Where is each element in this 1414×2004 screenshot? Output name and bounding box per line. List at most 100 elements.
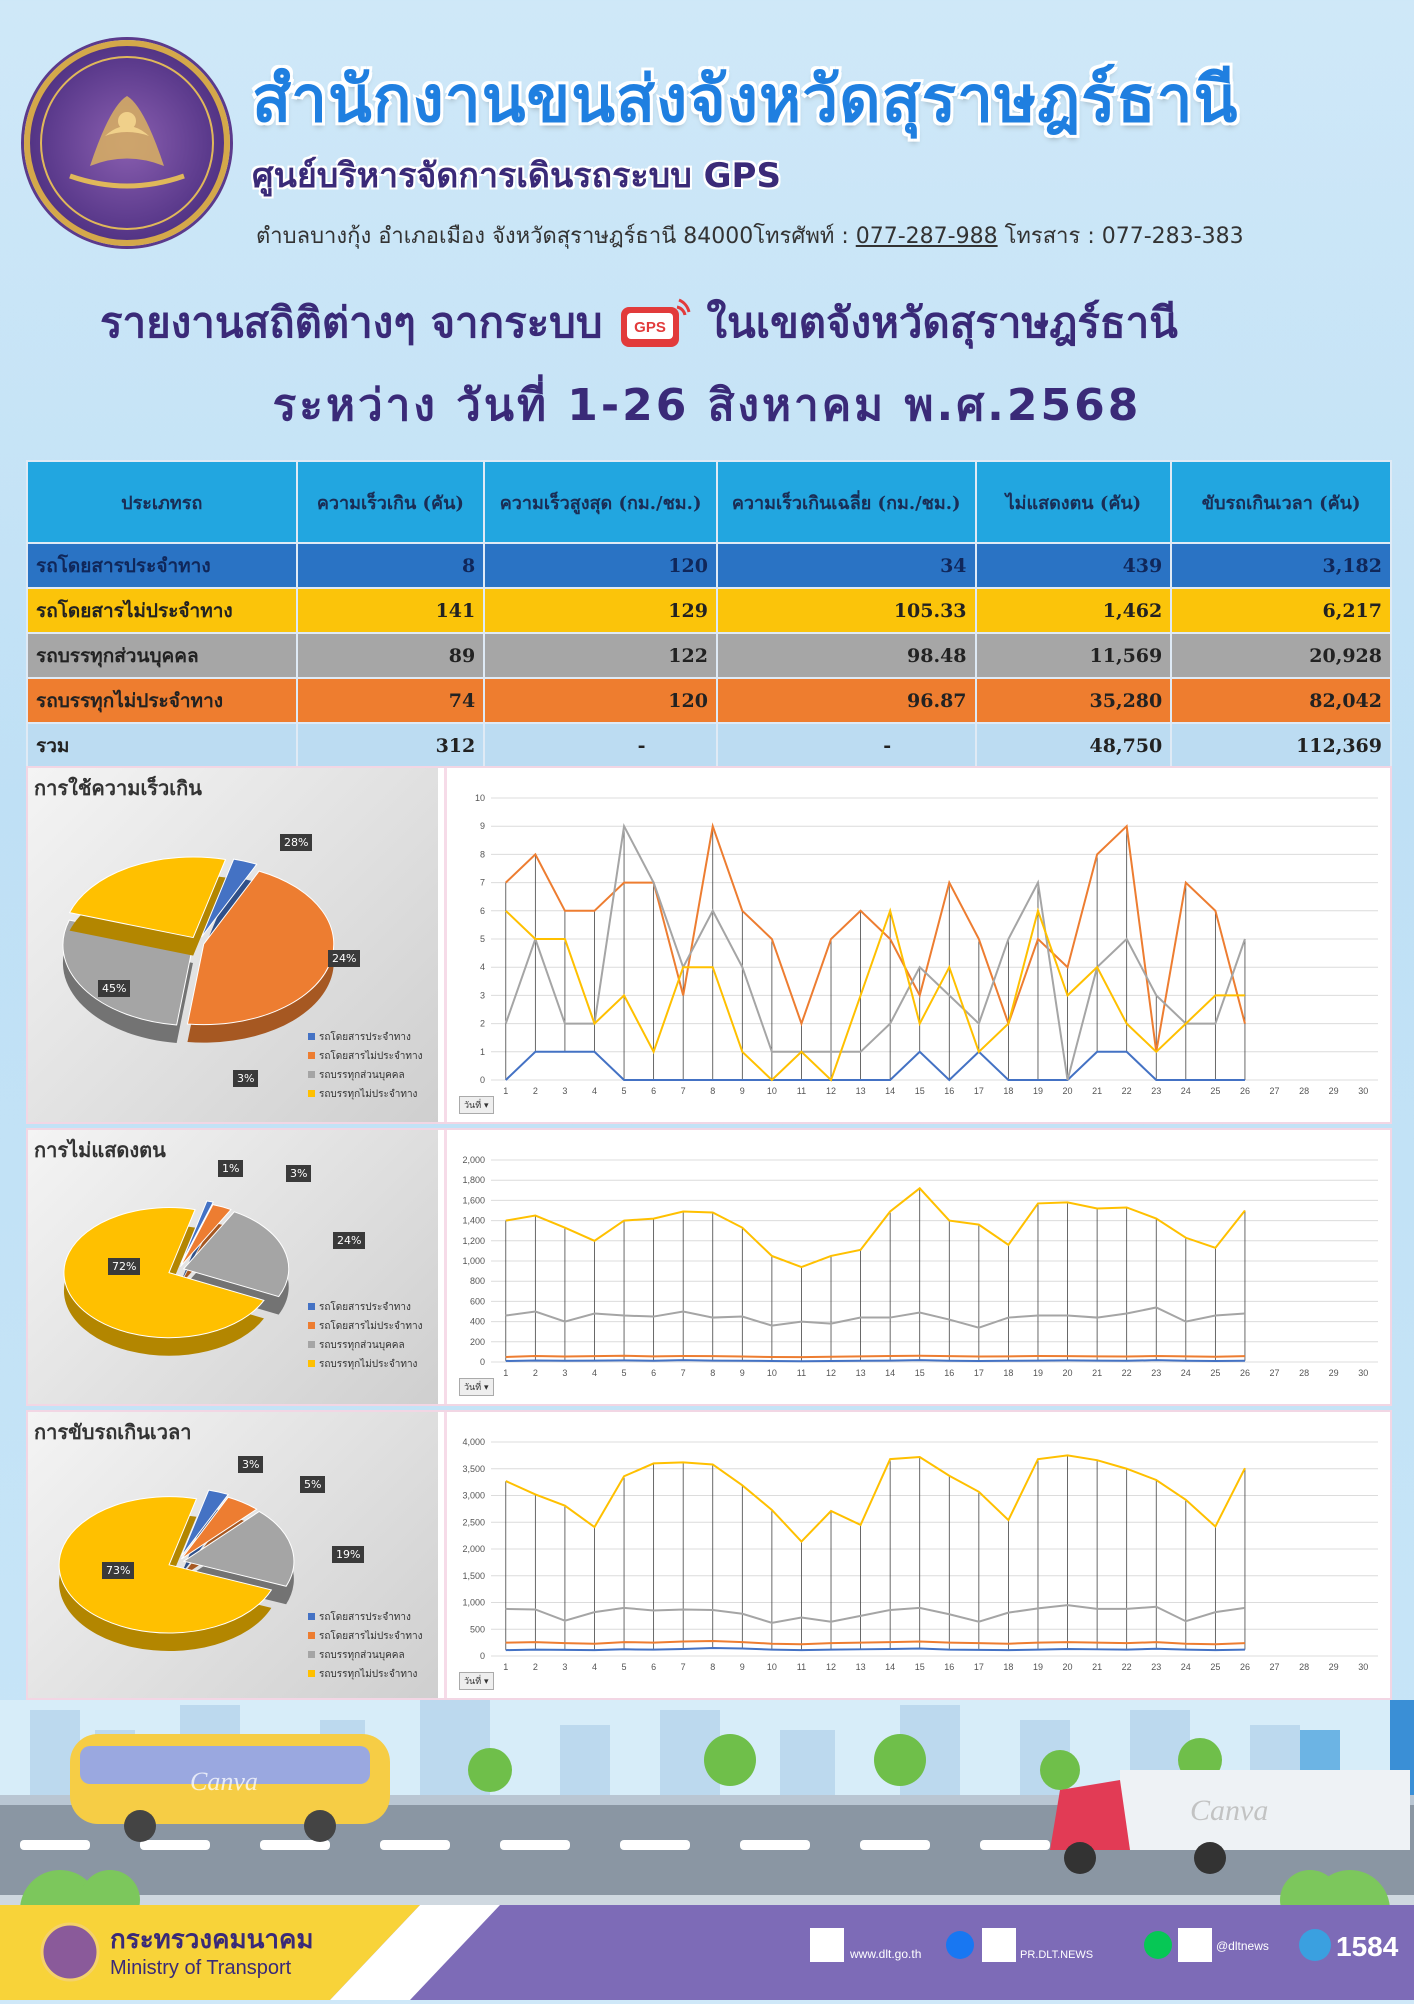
- table-header-row: ประเภทรถ ความเร็วเกิน (คัน) ความเร็วสูงส…: [26, 460, 1392, 544]
- x-tick-label: 3: [562, 1086, 567, 1096]
- col-overspeed: ความเร็วเกิน (คัน): [295, 460, 486, 544]
- x-tick-label: 6: [651, 1662, 656, 1672]
- table-cell: 120: [483, 542, 718, 589]
- pie-slice-label: 24%: [328, 950, 361, 967]
- pie-slice: [182, 1211, 290, 1298]
- pie-slice: [180, 1496, 258, 1560]
- report-title-left: รายงานสถิติต่างๆ จากระบบ: [100, 298, 603, 347]
- table-cell: 11,569: [974, 632, 1173, 679]
- table-cell: 89: [295, 632, 486, 679]
- no-identify-pie-area: การไม่แสดงตน 1% 3% 24% 72% รถโดยสารประจำ…: [28, 1130, 438, 1404]
- legend-item: รถโดยสารประจำทาง: [308, 1028, 423, 1047]
- x-tick-label: 4: [592, 1368, 597, 1378]
- series-line-yellow: [505, 907, 1245, 1082]
- office-title: สำนักงานขนส่งจังหวัดสุราษฎร์ธานี: [252, 63, 1239, 137]
- table-cell: 141: [295, 587, 486, 634]
- y-tick-label: 1,000: [462, 1598, 485, 1608]
- table-cell: 120: [483, 677, 718, 724]
- y-tick-label: 0: [480, 1651, 485, 1661]
- table-cell: 48,750: [974, 722, 1173, 769]
- series-line-blue: [505, 1359, 1245, 1363]
- x-tick-label: 19: [1033, 1086, 1043, 1096]
- day-filter-button[interactable]: วันที่ ▾: [459, 1672, 494, 1690]
- legend-label: รถบรรทุกไม่ประจำทาง: [319, 1669, 418, 1680]
- statistics-table: ประเภทรถ ความเร็วเกิน (คัน) ความเร็วสูงส…: [26, 460, 1392, 769]
- x-tick-label: 21: [1092, 1086, 1102, 1096]
- x-tick-label: 27: [1270, 1368, 1280, 1378]
- gps-icon-label: GPS: [634, 319, 666, 336]
- x-tick-label: 22: [1122, 1662, 1132, 1672]
- qr-code-icon: [810, 1928, 844, 1962]
- x-tick-label: 29: [1329, 1086, 1339, 1096]
- truck-illustration: [1120, 1770, 1410, 1850]
- table-cell: 312: [295, 722, 486, 769]
- department-seal-logo: [24, 40, 230, 246]
- overtime-pie-area: การขับรถเกินเวลา 3% 5% 19% 73% รถโดยสารป…: [28, 1412, 438, 1698]
- x-tick-label: 8: [710, 1662, 715, 1672]
- x-tick-label: 28: [1299, 1368, 1309, 1378]
- legend-swatch: [308, 1052, 315, 1059]
- pie-slice: [200, 858, 258, 938]
- overtime-legend: รถโดยสารประจำทาง รถโดยสารไม่ประจำทาง รถบ…: [308, 1608, 423, 1684]
- day-filter-button[interactable]: วันที่ ▾: [459, 1378, 494, 1396]
- report-title: รายงานสถิติต่างๆ จากระบบ GPS ในเขตจังหวั…: [100, 290, 1178, 356]
- x-tick-label: 16: [944, 1368, 954, 1378]
- x-tick-label: 10: [767, 1086, 777, 1096]
- x-tick-label: 26: [1240, 1662, 1250, 1672]
- no-identify-panel: การไม่แสดงตน 1% 3% 24% 72% รถโดยสารประจำ…: [26, 1128, 1392, 1406]
- legend-item: รถบรรทุกไม่ประจำทาง: [308, 1665, 423, 1684]
- phone-icon: [1299, 1929, 1331, 1961]
- table-cell: รถโดยสารประจำทาง: [26, 542, 298, 589]
- canva-watermark: Canva: [190, 1767, 258, 1796]
- phone-link[interactable]: 077-287-988: [855, 224, 998, 249]
- legend-item: รถบรรทุกไม่ประจำทาง: [308, 1085, 423, 1104]
- x-tick-label: 12: [826, 1086, 836, 1096]
- x-tick-label: 14: [885, 1368, 895, 1378]
- fax-text: โทรสาร : 077-283-383: [997, 224, 1244, 249]
- y-tick-label: 2,500: [462, 1517, 485, 1527]
- legend-label: รถบรรทุกส่วนบุคคล: [319, 1340, 405, 1351]
- report-title-right: ในเขตจังหวัดสุราษฎร์ธานี: [706, 298, 1178, 347]
- legend-label: รถโดยสารประจำทาง: [319, 1612, 411, 1623]
- table-row: รถบรรทุกส่วนบุคคล 89 122 98.48 11,569 20,928: [26, 632, 1392, 679]
- x-tick-label: 23: [1151, 1086, 1161, 1096]
- x-tick-label: 28: [1299, 1662, 1309, 1672]
- x-tick-label: 9: [740, 1368, 745, 1378]
- pie-slice: [58, 1496, 273, 1634]
- table-cell: 74: [295, 677, 486, 724]
- series-line-blue: [505, 1646, 1245, 1652]
- legend-label: รถโดยสารไม่ประจำทาง: [319, 1321, 423, 1332]
- series-line-gray: [504, 823, 1246, 1081]
- legend-label: รถบรรทุกส่วนบุคคล: [319, 1650, 405, 1661]
- legend-item: รถโดยสารประจำทาง: [308, 1298, 423, 1317]
- x-tick-label: 4: [592, 1086, 597, 1096]
- x-tick-label: 14: [885, 1662, 895, 1672]
- pie-slice-label: 3%: [233, 1070, 259, 1087]
- series-line-gray: [505, 1306, 1246, 1329]
- table-cell: 20,928: [1170, 632, 1392, 679]
- overtime-line-area: 0 500 1,000 1,500 2,000 2,500 3,000 3,500 4,000 1…: [444, 1412, 1390, 1698]
- ministry-logo: [40, 1922, 100, 1982]
- legend-swatch: [308, 1322, 315, 1329]
- legend-item: รถบรรทุกส่วนบุคคล: [308, 1066, 423, 1085]
- x-tick-label: 7: [681, 1086, 686, 1096]
- x-tick-label: 29: [1329, 1368, 1339, 1378]
- series-line-orange: [505, 822, 1246, 1052]
- x-tick-label: 30: [1358, 1086, 1368, 1096]
- x-tick-label: 23: [1151, 1662, 1161, 1672]
- ministry-name-th: กระทรวงคมนาคม: [110, 1925, 314, 1955]
- col-max-speed: ความเร็วสูงสุด (กม./ชม.): [483, 460, 718, 544]
- x-tick-label: 4: [592, 1662, 597, 1672]
- x-tick-label: 5: [622, 1662, 627, 1672]
- x-tick-label: 23: [1151, 1368, 1161, 1378]
- pie-slice-label: 24%: [333, 1232, 366, 1249]
- y-tick-label: 500: [470, 1624, 485, 1634]
- y-tick-label: 2,000: [462, 1544, 485, 1554]
- x-tick-label: 18: [1003, 1368, 1013, 1378]
- day-filter-button[interactable]: วันที่ ▾: [459, 1096, 494, 1114]
- table-cell: 3,182: [1170, 542, 1392, 589]
- x-tick-label: 10: [767, 1662, 777, 1672]
- legend-label: รถบรรทุกส่วนบุคคล: [319, 1070, 405, 1081]
- pie-slice-label: 28%: [280, 834, 313, 851]
- table-cell: 105.33: [715, 587, 977, 634]
